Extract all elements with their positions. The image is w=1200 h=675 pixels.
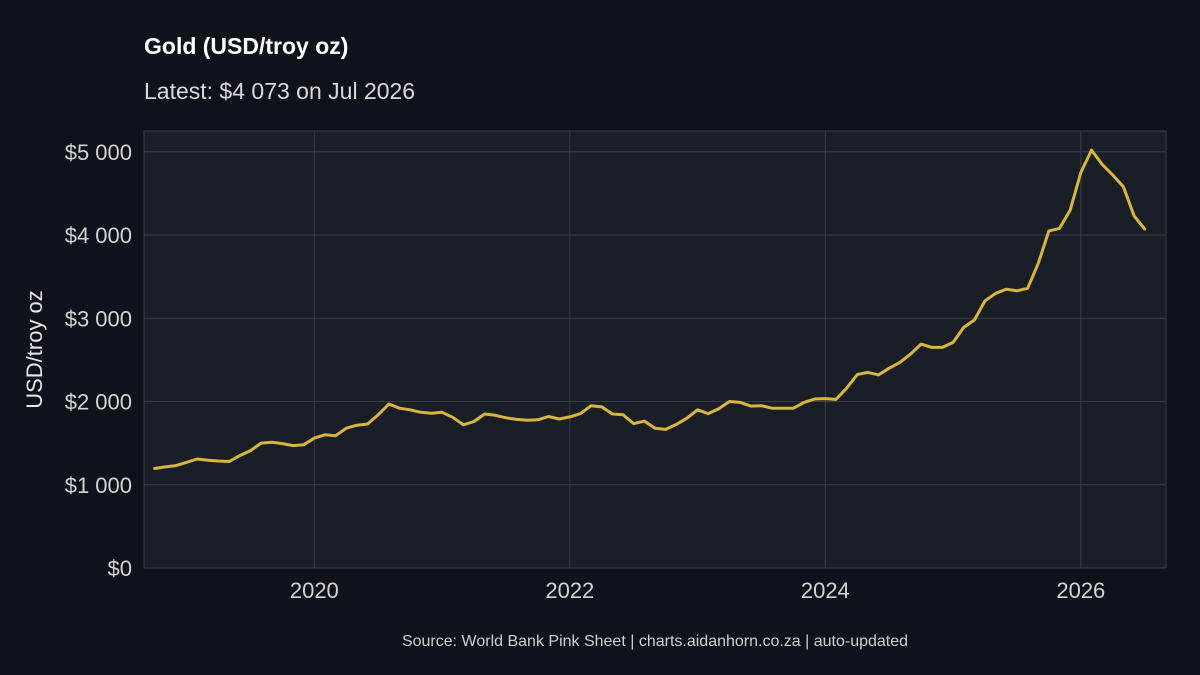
x-tick-label: 2020 [290, 578, 339, 603]
y-tick-label: $0 [108, 556, 132, 581]
x-tick-label: 2026 [1056, 578, 1105, 603]
x-axis: 2020 2022 2024 2026 [290, 578, 1105, 603]
source-caption: Source: World Bank Pink Sheet | charts.a… [401, 633, 909, 650]
y-tick-label: $4 000 [65, 223, 132, 248]
chart-subtitle: Latest: $4 073 on Jul 2026 [144, 78, 416, 104]
y-tick-label: $1 000 [65, 473, 132, 498]
chart-title: Gold (USD/troy oz) [144, 33, 349, 59]
y-tick-label: $3 000 [65, 306, 132, 331]
y-tick-label: $2 000 [65, 390, 132, 415]
grid-lines [144, 131, 1166, 569]
gold-price-line [153, 148, 1147, 470]
y-tick-label: $5 000 [65, 140, 132, 165]
x-tick-label: 2022 [545, 578, 594, 603]
x-tick-label: 2024 [801, 578, 850, 603]
y-axis: $0 $1 000 $2 000 $3 000 $4 000 $5 000 [65, 140, 132, 581]
y-axis-title: USD/troy oz [22, 290, 47, 409]
plot-panel [143, 130, 1167, 569]
